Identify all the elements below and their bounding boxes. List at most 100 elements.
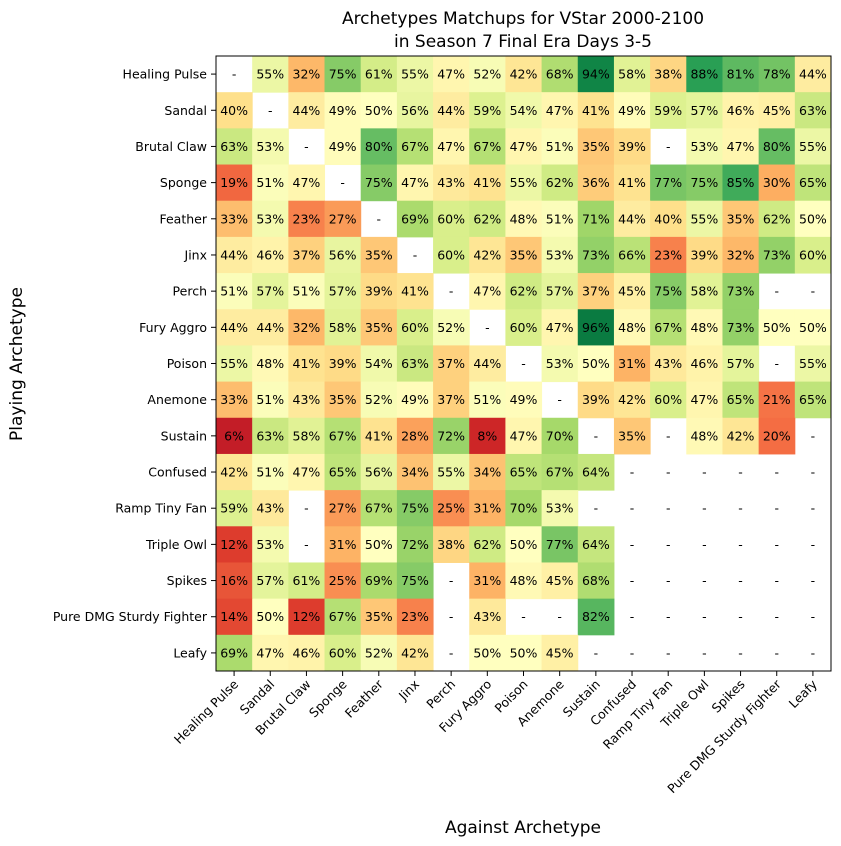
heatmap-cell-label: 41% <box>401 284 429 299</box>
heatmap-cell <box>541 417 579 455</box>
heatmap-cell-label: 47% <box>256 645 284 660</box>
heatmap-cell-label: 35% <box>365 320 393 335</box>
y-axis-ticks: Healing Pulse Sandal Brutal Claw Sponge Feat… <box>53 67 216 660</box>
heatmap-cell <box>613 164 651 202</box>
y-tick-label: Pure DMG Sturdy Fighter <box>53 609 208 624</box>
heatmap-cell <box>758 417 796 455</box>
heatmap-cell-label: 75% <box>654 284 682 299</box>
heatmap-cell-label: 39% <box>690 247 718 262</box>
heatmap-cell-label: 49% <box>329 103 357 118</box>
y-tick-label: Poison <box>167 356 207 371</box>
heatmap-cell-label: 50% <box>582 356 610 371</box>
heatmap-cell-label: 47% <box>293 175 321 190</box>
heatmap-cell-label: 53% <box>546 501 574 516</box>
heatmap-cell-label: 37% <box>293 247 321 262</box>
y-tick-label: Spikes <box>167 573 207 588</box>
heatmap-cell-label: 44% <box>220 247 248 262</box>
heatmap-cell <box>288 200 326 238</box>
heatmap-cell <box>722 309 760 346</box>
heatmap-cell-label: 52% <box>437 320 465 335</box>
heatmap-cell <box>360 381 398 419</box>
heatmap-cell-label: 66% <box>618 247 646 262</box>
heatmap-cell-label: 6% <box>224 428 244 443</box>
heatmap-cell <box>396 562 434 600</box>
heatmap-cell <box>794 128 832 166</box>
y-tick-label: Anemone <box>147 392 207 407</box>
heatmap-cell <box>216 634 253 672</box>
heatmap-cell <box>216 309 253 346</box>
heatmap-cell <box>758 92 796 129</box>
heatmap-cell-label: - <box>304 537 309 552</box>
heatmap-cell-label: 68% <box>546 67 574 82</box>
heatmap-cell-label: 51% <box>546 211 574 226</box>
y-tick-label: Sandal <box>164 103 207 118</box>
heatmap-cell <box>686 381 723 419</box>
heatmap-cell-label: 34% <box>401 465 429 480</box>
heatmap-cell <box>505 562 543 600</box>
heatmap-cell-label: 42% <box>618 392 646 407</box>
heatmap-cell-label: 54% <box>365 356 393 371</box>
heatmap-cell <box>469 236 506 274</box>
heatmap-cell <box>252 598 289 636</box>
heatmap-cell-label: - <box>811 573 816 588</box>
heatmap-cell-label: - <box>594 645 599 660</box>
heatmap-cell-label: 69% <box>365 573 393 588</box>
heatmap-cell <box>252 381 289 419</box>
heatmap-cell-label: 55% <box>799 139 827 154</box>
heatmap-cell <box>216 92 253 129</box>
heatmap-cell-label: 51% <box>256 175 284 190</box>
heatmap-cell <box>469 417 506 455</box>
heatmap-cell-label: - <box>811 501 816 516</box>
heatmap-cell <box>469 453 506 491</box>
heatmap-cell <box>252 273 289 310</box>
heatmap-cell-label: 62% <box>763 211 791 226</box>
heatmap-cell-label: 56% <box>329 247 357 262</box>
heatmap-cell <box>396 309 434 346</box>
heatmap-cell <box>288 164 326 202</box>
heatmap-cell-label: 67% <box>329 428 357 443</box>
heatmap-cell <box>216 236 253 274</box>
heatmap-cell-label: - <box>594 428 599 443</box>
heatmap-cell-label: - <box>449 284 454 299</box>
heatmap-cell-label: - <box>702 465 707 480</box>
heatmap-cell-label: 23% <box>401 609 429 624</box>
heatmap-cell <box>396 128 434 166</box>
heatmap-cell-label: 49% <box>329 139 357 154</box>
heatmap-cell <box>505 200 543 238</box>
heatmap-cell-label: 75% <box>401 501 429 516</box>
heatmap-cell <box>360 526 398 563</box>
heatmap-cell-label: 42% <box>473 247 501 262</box>
y-tick-label: Ramp Tiny Fan <box>115 501 207 516</box>
heatmap-cell-label: 63% <box>799 103 827 118</box>
heatmap-cell <box>686 128 723 166</box>
y-tick-label: Brutal Claw <box>135 139 207 154</box>
heatmap-cell-label: 33% <box>220 211 248 226</box>
heatmap-cell <box>613 309 651 346</box>
heatmap-cell <box>577 164 615 202</box>
heatmap-cell-label: 16% <box>220 573 248 588</box>
heatmap-cell-label: 69% <box>220 645 248 660</box>
heatmap-cell <box>396 345 434 383</box>
heatmap-cell-label: 94% <box>582 67 610 82</box>
heatmap-cell <box>288 634 326 672</box>
heatmap-cell-label: 35% <box>510 247 538 262</box>
heatmap-cell-label: 32% <box>727 247 755 262</box>
heatmap-cell <box>686 273 723 310</box>
heatmap-cell-label: - <box>413 247 418 262</box>
heatmap-cell-label: 19% <box>220 175 248 190</box>
heatmap-cell-label: 52% <box>473 67 501 82</box>
heatmap-cell-label: - <box>738 573 743 588</box>
heatmap-cell-label: - <box>449 573 454 588</box>
heatmap-cell <box>650 309 687 346</box>
heatmap-cell-label: - <box>774 356 779 371</box>
heatmap-cell-label: - <box>774 537 779 552</box>
heatmap-cell-label: 51% <box>256 465 284 480</box>
heatmap-cell-label: 50% <box>510 645 538 660</box>
heatmap-cell <box>505 273 543 310</box>
y-tick-label: Sponge <box>160 175 207 190</box>
heatmap-cell <box>288 562 326 600</box>
heatmap-cell-label: - <box>449 645 454 660</box>
heatmap-cell-label: 64% <box>582 537 610 552</box>
heatmap-cell <box>396 56 434 93</box>
